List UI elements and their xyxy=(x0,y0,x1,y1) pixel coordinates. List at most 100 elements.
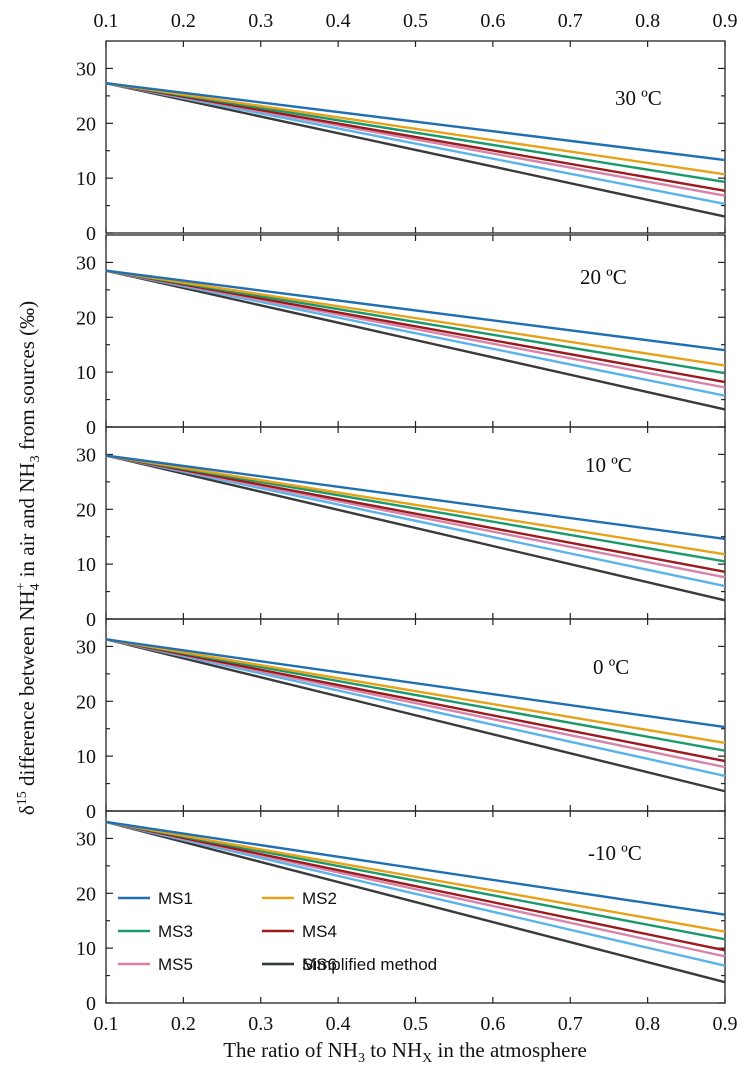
y-title-sub: 3 xyxy=(28,455,43,462)
y-title-sup: + xyxy=(14,582,29,590)
y-tick-label: 0 xyxy=(86,609,96,631)
y-tick-label: 0 xyxy=(86,993,96,1015)
series-line-ms1 xyxy=(105,820,726,916)
y-tick-label: 20 xyxy=(76,691,96,713)
y-tick-label: 30 xyxy=(76,444,96,466)
x-tick-label: 0.5 xyxy=(403,1013,428,1035)
series-line-ms1 xyxy=(105,269,726,352)
panel-frame xyxy=(105,234,726,428)
y-tick-label: 0 xyxy=(86,801,96,823)
legend-item-ms2: MS2 xyxy=(262,889,337,908)
y-tick-label: 30 xyxy=(76,828,96,850)
x-tick-label-top: 0.8 xyxy=(635,10,660,32)
x-tick-label-top: 0.1 xyxy=(94,10,119,32)
series-line-ms2 xyxy=(105,269,726,367)
series-line-ms4 xyxy=(105,82,726,192)
series-line-simplified-method xyxy=(105,638,726,793)
series-line-ms4 xyxy=(105,454,726,574)
y-tick-label: 10 xyxy=(76,362,96,384)
x-tick-label: 0.2 xyxy=(171,1013,196,1035)
x-tick-label: 0.3 xyxy=(248,1013,273,1035)
panel-label: 0 ºC xyxy=(593,655,629,679)
y-tick-label: 0 xyxy=(86,223,96,245)
x-tick-label: 0.1 xyxy=(94,1013,119,1035)
panel-3: 0 10 20 30 10 ºC xyxy=(76,426,726,631)
y-tick-label: 10 xyxy=(76,168,96,190)
y-tick-label: 30 xyxy=(76,58,96,80)
x-title-part: in the atmosphere xyxy=(432,1038,587,1062)
panel-4: 0 10 20 30 0 ºC xyxy=(76,618,726,823)
series-line-ms1 xyxy=(105,638,726,729)
series-line-ms1 xyxy=(105,454,726,541)
legend-label: MS4 xyxy=(302,922,337,941)
series-line-simplified-method xyxy=(105,82,726,218)
x-tick-label: 0.8 xyxy=(635,1013,660,1035)
series-line-ms2 xyxy=(105,82,726,176)
series-line-ms1 xyxy=(105,82,726,162)
panel-label: -10 ºC xyxy=(588,841,642,865)
panel-label: 20 ºC xyxy=(580,265,627,289)
series-line-ms4 xyxy=(105,269,726,384)
x-ticks-bottom: 0.1 0.2 0.3 0.4 0.5 0.6 0.7 0.8 0.9 xyxy=(94,1013,738,1035)
y-title-part: difference between NH xyxy=(15,590,39,791)
legend-item-simplified-method: Simplified method xyxy=(262,955,437,974)
y-tick-label: 30 xyxy=(76,252,96,274)
series-line-simplified-method xyxy=(105,454,726,602)
x-tick-label-top: 0.2 xyxy=(171,10,196,32)
x-title-sub: 3 xyxy=(358,1051,365,1066)
y-tick-label: 20 xyxy=(76,883,96,905)
legend-item-ms4: MS4 xyxy=(262,922,337,941)
y-tick-label: 20 xyxy=(76,499,96,521)
legend-label: MS3 xyxy=(158,922,193,941)
x-ticks-top: 0.1 0.2 0.3 0.4 0.5 0.6 0.7 0.8 0.9 xyxy=(94,10,738,32)
series-line-simplified-method xyxy=(105,269,726,411)
series-line-ms6 xyxy=(105,82,726,206)
legend-label: MS2 xyxy=(302,889,337,908)
series-line-ms4 xyxy=(105,638,726,763)
legend-label: MS5 xyxy=(158,955,193,974)
x-tick-label-top: 0.3 xyxy=(248,10,273,32)
legend-label: MS6 xyxy=(302,955,337,974)
legend-label: MS1 xyxy=(158,889,193,908)
x-title-sub: X xyxy=(422,1051,432,1066)
legend-item-ms3: MS3 xyxy=(118,922,193,941)
y-tick-label: 0 xyxy=(86,417,96,439)
panel-frame xyxy=(105,426,726,620)
x-tick-label: 0.7 xyxy=(558,1013,583,1035)
y-title-part: δ xyxy=(15,805,39,815)
x-tick-label-top: 0.4 xyxy=(326,10,351,32)
y-tick-label: 10 xyxy=(76,746,96,768)
series-line-ms2 xyxy=(105,820,726,933)
x-axis-title: The ratio of NH3 to NHX in the atmospher… xyxy=(223,1038,587,1066)
y-tick-label: 10 xyxy=(76,938,96,960)
series-line-ms4 xyxy=(105,820,726,952)
series-line-ms3 xyxy=(105,269,726,375)
y-tick-label: 20 xyxy=(76,113,96,135)
series-line-ms6 xyxy=(105,269,726,397)
x-tick-label: 0.4 xyxy=(326,1013,351,1035)
y-tick-label: 30 xyxy=(76,636,96,658)
panel-2: 0 10 20 30 20 ºC xyxy=(76,234,726,439)
y-title-part: in air and NH xyxy=(15,462,39,582)
y-axis-title: δ15 difference between NH4+ in air and N… xyxy=(14,301,43,815)
legend-label: Simplified method xyxy=(302,955,437,974)
y-tick-label: 10 xyxy=(76,554,96,576)
x-tick-label-top: 0.9 xyxy=(713,10,738,32)
panel-label: 10 ºC xyxy=(585,453,632,477)
y-title-part: from sources (‰) xyxy=(15,301,39,456)
panel-1: 0 10 20 30 30 ºC xyxy=(76,40,726,245)
x-tick-label-top: 0.7 xyxy=(558,10,583,32)
y-title-sub: 4 xyxy=(28,583,43,590)
legend-item-ms5: MS5 xyxy=(118,955,193,974)
panel-label: 30 ºC xyxy=(615,86,662,110)
series-line-simplified-method xyxy=(105,820,726,984)
series-line-ms6 xyxy=(105,820,726,967)
y-title-sup: 15 xyxy=(15,791,30,805)
x-title-part: The ratio of NH xyxy=(223,1038,358,1062)
series-line-ms2 xyxy=(105,638,726,745)
x-tick-label-top: 0.5 xyxy=(403,10,428,32)
x-tick-label: 0.9 xyxy=(713,1013,738,1035)
x-tick-label-top: 0.6 xyxy=(480,10,505,32)
